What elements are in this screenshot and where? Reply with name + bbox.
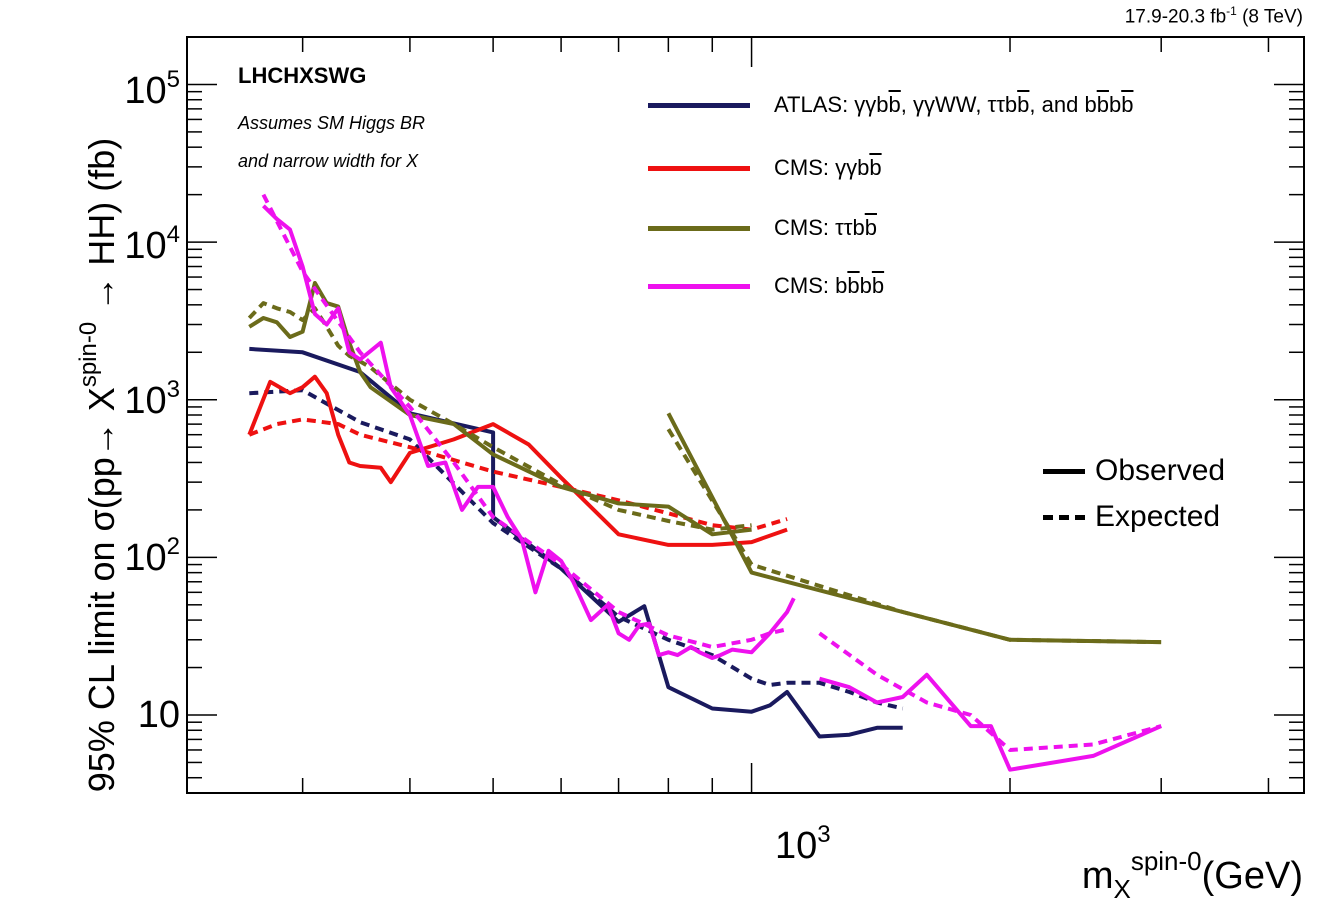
series-line-cms_tt-expected-5 bbox=[247, 301, 752, 532]
legend-swatch-atlas bbox=[648, 102, 750, 108]
legend-label-atlas: ATLAS: γγbb, γγWW, ττbb, and bbbb bbox=[774, 92, 1134, 117]
y-tick-label-10: 10 bbox=[137, 694, 180, 736]
series-line-atlas-observed-0 bbox=[249, 346, 903, 739]
series-line-cms_bb-expected-11 bbox=[818, 631, 1162, 752]
legend-entry-cms-tt: CMS: ττbb bbox=[648, 210, 877, 246]
series-line-cms_gg-expected-3 bbox=[248, 417, 788, 532]
legend-expected-label: Expected bbox=[1095, 500, 1221, 533]
y-tick-label-1e2: 102 bbox=[124, 533, 180, 579]
legend-entry-cms-gg: CMS: γγbb bbox=[648, 150, 882, 186]
assumption-note-line2: and narrow width for X bbox=[238, 151, 419, 171]
series-line-cms_bb-observed-9 bbox=[818, 672, 1163, 772]
series-layer bbox=[247, 193, 1163, 772]
series-line-cms_bb-observed-8 bbox=[261, 204, 796, 660]
legend-entry-cms-bb: CMS: bbbb bbox=[648, 268, 884, 304]
legend-label-cms-tt: CMS: ττbb bbox=[774, 215, 877, 240]
legend-solid-swatch bbox=[1043, 468, 1085, 474]
legend-label-cms-bb: CMS: bbbb bbox=[774, 273, 885, 298]
legend-observed-label: Observed bbox=[1095, 454, 1226, 487]
series-line-cms_bb-expected-10 bbox=[261, 193, 788, 649]
series-line-cms_gg-observed-2 bbox=[247, 374, 788, 547]
legend-observed: Observed bbox=[1043, 454, 1225, 488]
collaboration-label: LHCHXSWG bbox=[238, 63, 367, 88]
luminosity-label: 17.9-20.3 fb-1 (8 TeV) bbox=[1124, 4, 1303, 28]
series-line-cms_tt-expected-7 bbox=[666, 428, 1162, 645]
series-line-cms_tt-observed-4 bbox=[248, 281, 752, 537]
legend-dashed-swatch bbox=[1043, 514, 1085, 520]
legend-swatch-cms-bb bbox=[648, 283, 750, 289]
axis-layer bbox=[186, 36, 1305, 794]
y-axis-label: 95% CL limit on σ(pp→ Xspin-0 → HH) (fb) bbox=[75, 137, 122, 793]
x-axis-label: mXspin-0(GeV) bbox=[1081, 846, 1303, 904]
y-tick-label-1e4: 104 bbox=[124, 221, 180, 267]
legend-swatch-cms-tt bbox=[648, 225, 750, 231]
y-tick-label-1e5: 105 bbox=[124, 66, 180, 112]
legend-entry-atlas: ATLAS: γγbb, γγWW, ττbb, and bbbb bbox=[648, 87, 1133, 123]
legend-expected: Expected bbox=[1043, 500, 1220, 534]
x-tick-label-1e3: 103 bbox=[775, 821, 831, 867]
legend-label-cms-gg: CMS: γγbb bbox=[774, 155, 882, 180]
series-line-atlas-expected-1 bbox=[249, 388, 904, 711]
legend-swatch-cms-gg bbox=[648, 165, 750, 171]
assumption-note-line1: Assumes SM Higgs BR bbox=[238, 113, 426, 133]
y-tick-label-1e3: 103 bbox=[124, 376, 180, 422]
